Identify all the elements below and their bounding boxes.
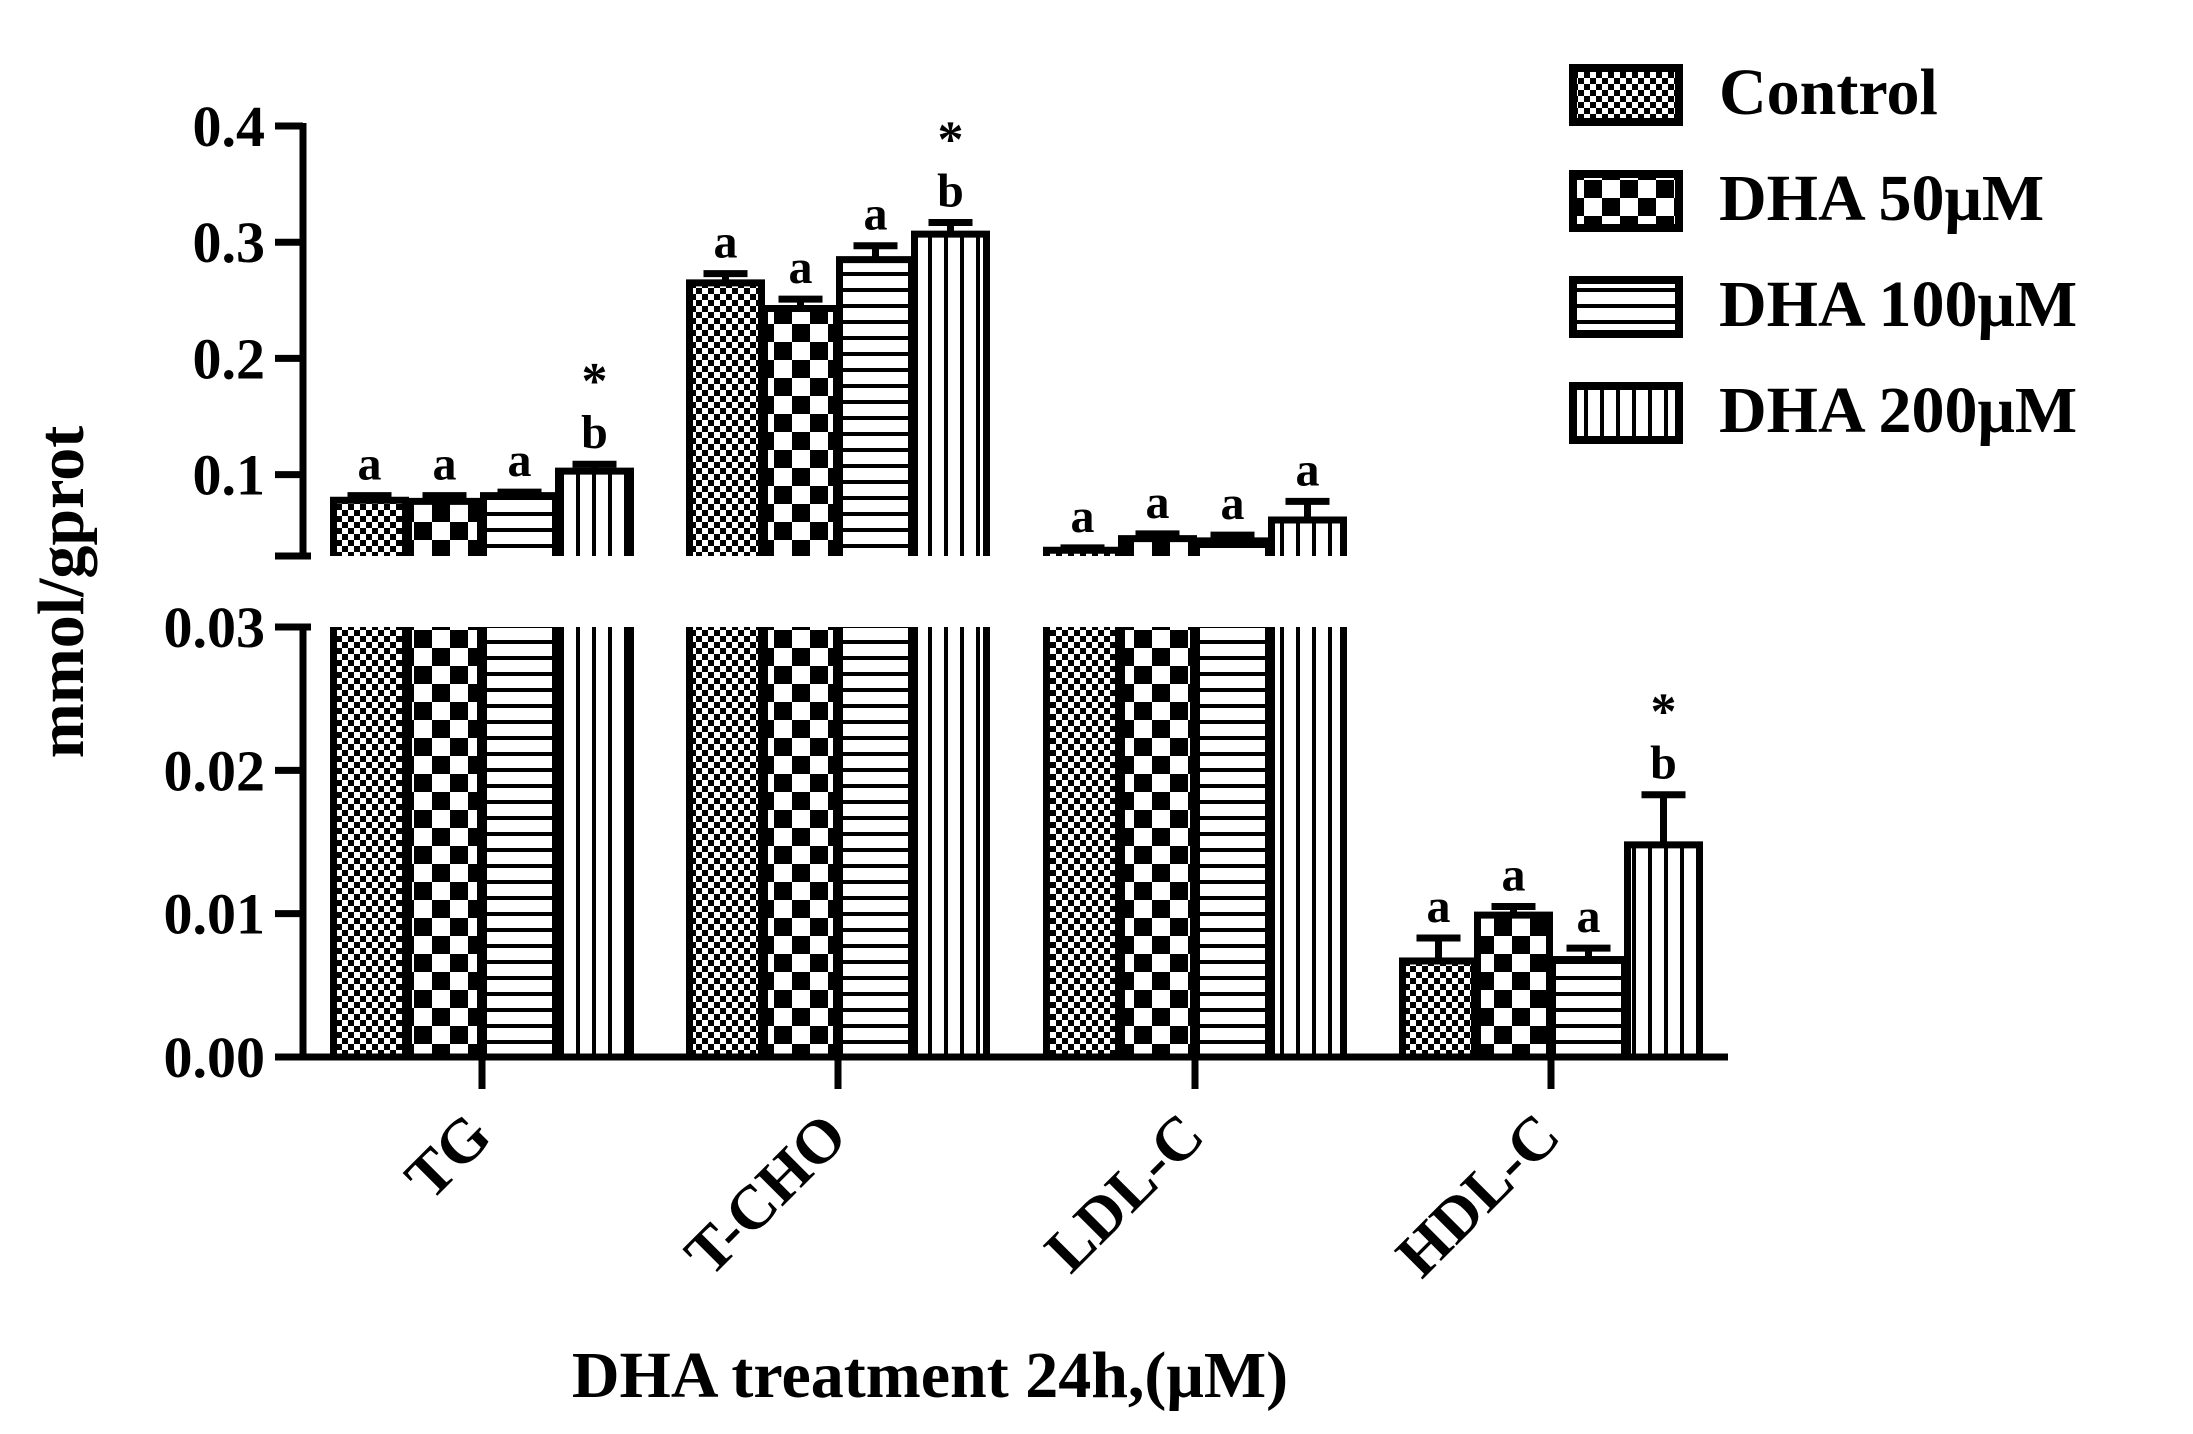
legend-label-3: DHA 100μM — [1719, 268, 2077, 341]
sig-letter-ldl-c-1: a — [1071, 490, 1095, 543]
bar-ldl-c-4-upper — [1271, 519, 1344, 556]
y-tick-label-upper-3: 0.4 — [193, 94, 266, 159]
bar-tg-2-lower — [408, 627, 481, 1057]
y-tick-label-lower-3: 0.03 — [164, 595, 266, 660]
bar-ldl-c-4-lower — [1271, 627, 1344, 1057]
x-tick-label-ldl-c: LDL-C — [1032, 1101, 1216, 1285]
sig-letter-t-cho-2: a — [789, 241, 813, 294]
sig-letter-ldl-c-2: a — [1146, 476, 1170, 529]
bar-tg-3-lower — [483, 627, 556, 1057]
y-tick-label-upper-0: 0.1 — [193, 443, 266, 508]
sig-letter-tg-2: a — [433, 438, 457, 491]
x-tick-label-t-cho: T-CHO — [672, 1101, 860, 1289]
legend-swatch-2 — [1569, 170, 1683, 232]
bar-tg-1-lower — [333, 627, 406, 1057]
bar-ldl-c-3-upper — [1196, 540, 1269, 556]
bar-tg-4-upper — [558, 471, 631, 556]
sig-letter-hdl-c-1: a — [1427, 880, 1451, 933]
sig-letter-hdl-c-3: a — [1577, 890, 1601, 943]
y-axis-label: mmol/gprot — [25, 426, 98, 758]
bar-ldl-c-2-upper — [1121, 538, 1194, 556]
x-tick-label-tg: TG — [392, 1101, 503, 1212]
sig-letter-tg-4: b — [581, 406, 608, 459]
legend-label-4: DHA 200μM — [1719, 374, 2077, 447]
sig-letter-hdl-c-2: a — [1502, 849, 1526, 902]
sig-star-t-cho-4: * — [938, 111, 964, 168]
bar-ldl-c-3-lower — [1196, 627, 1269, 1057]
y-tick-label-upper-1: 0.2 — [193, 326, 266, 391]
legend-label-2: DHA 50μM — [1719, 162, 2044, 235]
y-tick-label-lower-2: 0.02 — [164, 738, 266, 803]
bar-tg-1-upper — [333, 500, 406, 556]
sig-star-tg-4: * — [582, 353, 608, 410]
bar-t-cho-3-upper — [839, 259, 912, 556]
bar-t-cho-2-upper — [764, 308, 837, 556]
legend: Control DHA 50μM DHA 100μM DHA 200μM — [1569, 56, 2077, 447]
sig-letter-t-cho-4: b — [937, 164, 964, 217]
bar-ldl-c-4-upper-outline — [1268, 516, 1347, 556]
y-tick-label-lower-1: 0.01 — [164, 882, 266, 947]
bar-hdl-c-3 — [1549, 956, 1628, 1061]
sig-letter-ldl-c-3: a — [1221, 477, 1245, 530]
legend-swatch-1 — [1569, 64, 1683, 126]
sig-letter-hdl-c-4: b — [1650, 737, 1677, 790]
y-tick-label-upper-2: 0.3 — [193, 210, 266, 275]
sig-letter-t-cho-1: a — [714, 216, 738, 269]
bar-t-cho-3-lower — [839, 627, 912, 1057]
bar-tg-2-upper — [408, 501, 481, 556]
bar-t-cho-1-upper — [689, 282, 762, 556]
sig-star-hdl-c-4: * — [1651, 684, 1677, 741]
legend-swatch-3 — [1569, 276, 1683, 338]
sig-letter-ldl-c-4: a — [1296, 443, 1320, 496]
x-axis-label: DHA treatment 24h,(μM) — [572, 1339, 1288, 1412]
y-tick-label-lower-0: 0.00 — [164, 1025, 266, 1090]
legend-label-1: Control — [1719, 56, 1938, 129]
sig-letter-tg-1: a — [358, 438, 382, 491]
sig-letter-tg-3: a — [508, 434, 532, 487]
legend-swatch-4 — [1569, 382, 1683, 444]
bar-ldl-c-2-lower — [1121, 627, 1194, 1057]
bar-tg-4-lower — [558, 627, 631, 1057]
bar-t-cho-4-upper — [914, 234, 987, 556]
x-tick-label-hdl-c: HDL-C — [1384, 1101, 1573, 1290]
bar-t-cho-2-lower — [764, 627, 837, 1057]
bar-t-cho-1-lower — [689, 627, 762, 1057]
bar-ldl-c-1-lower — [1046, 627, 1119, 1057]
bar-t-cho-4-lower — [914, 627, 987, 1057]
bar-hdl-c-4 — [1624, 841, 1703, 1061]
bar-tg-3-upper — [483, 495, 556, 556]
sig-letter-t-cho-3: a — [864, 188, 888, 241]
bar-hdl-c-1 — [1399, 957, 1478, 1061]
bar-hdl-c-2 — [1474, 911, 1553, 1061]
plot-area: aaaaaaaaaaaab*b*ab*0.10.20.30.40.000.010… — [164, 94, 1728, 1290]
